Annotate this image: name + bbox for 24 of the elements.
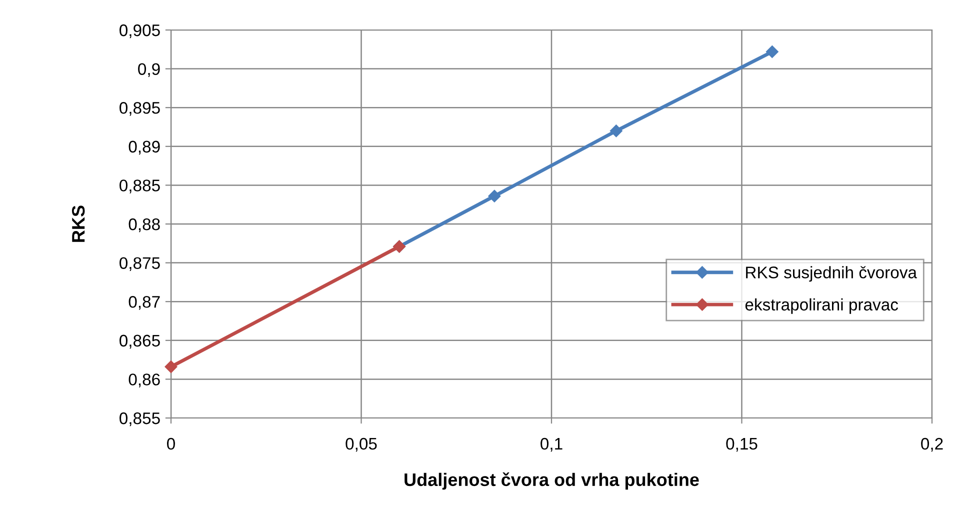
point xyxy=(488,190,501,202)
y-tick-label: 0,9 xyxy=(138,63,160,77)
x-tick-label: 0 xyxy=(167,438,175,450)
y-tick-label: 0,875 xyxy=(120,257,160,271)
y-tick-label: 0,87 xyxy=(128,296,160,310)
x-tick-label: 0,2 xyxy=(921,438,943,452)
y-tick-label: 0,895 xyxy=(120,102,160,116)
y-tick-label: 0,88 xyxy=(128,218,160,232)
point xyxy=(610,124,622,138)
point xyxy=(164,360,178,374)
y-tick-label: 0,885 xyxy=(120,180,160,194)
x-tick-label: 0,05 xyxy=(346,438,377,452)
y-tick-label: 0,86 xyxy=(128,374,160,388)
y-axis-title: RKS xyxy=(72,206,85,242)
point xyxy=(766,45,779,58)
y-tick-label: 0,89 xyxy=(128,140,160,155)
y-tick-label: 0,905 xyxy=(120,24,160,38)
y-tick-label: 0,865 xyxy=(120,334,160,349)
x-tick-label: 0,15 xyxy=(726,438,758,452)
x-axis-title: Udaljenost čvora od vrha pukotine xyxy=(404,472,699,490)
legend-label: RKS susjednih čvorova xyxy=(746,266,918,282)
y-tick-label: 0,855 xyxy=(120,412,160,426)
legend-label: ekstrapolirani pravac xyxy=(745,298,898,314)
x-tick-label: 0,1 xyxy=(540,438,562,452)
